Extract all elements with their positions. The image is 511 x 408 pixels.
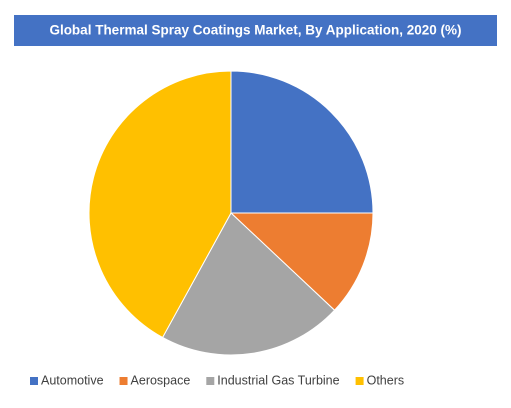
legend-label: Others [367,373,405,387]
pie-slice [229,212,374,311]
legend-swatch [206,377,215,385]
chart-title: Global Thermal Spray Coatings Market, By… [49,23,461,38]
pie-slice [230,70,374,214]
pie-slice [161,212,336,356]
legend: Automotive Aerospace Industrial Gas Turbin… [30,373,404,387]
legend-label: Industrial Gas Turbine [217,373,339,387]
legend-swatch [119,377,128,385]
pie [88,70,374,356]
legend-swatch [355,377,364,385]
legend-swatch [30,377,38,385]
legend-label: Aerospace [131,373,191,387]
legend-label: Automotive [41,373,104,387]
pie-slice [88,70,232,339]
title-banner [14,15,497,46]
